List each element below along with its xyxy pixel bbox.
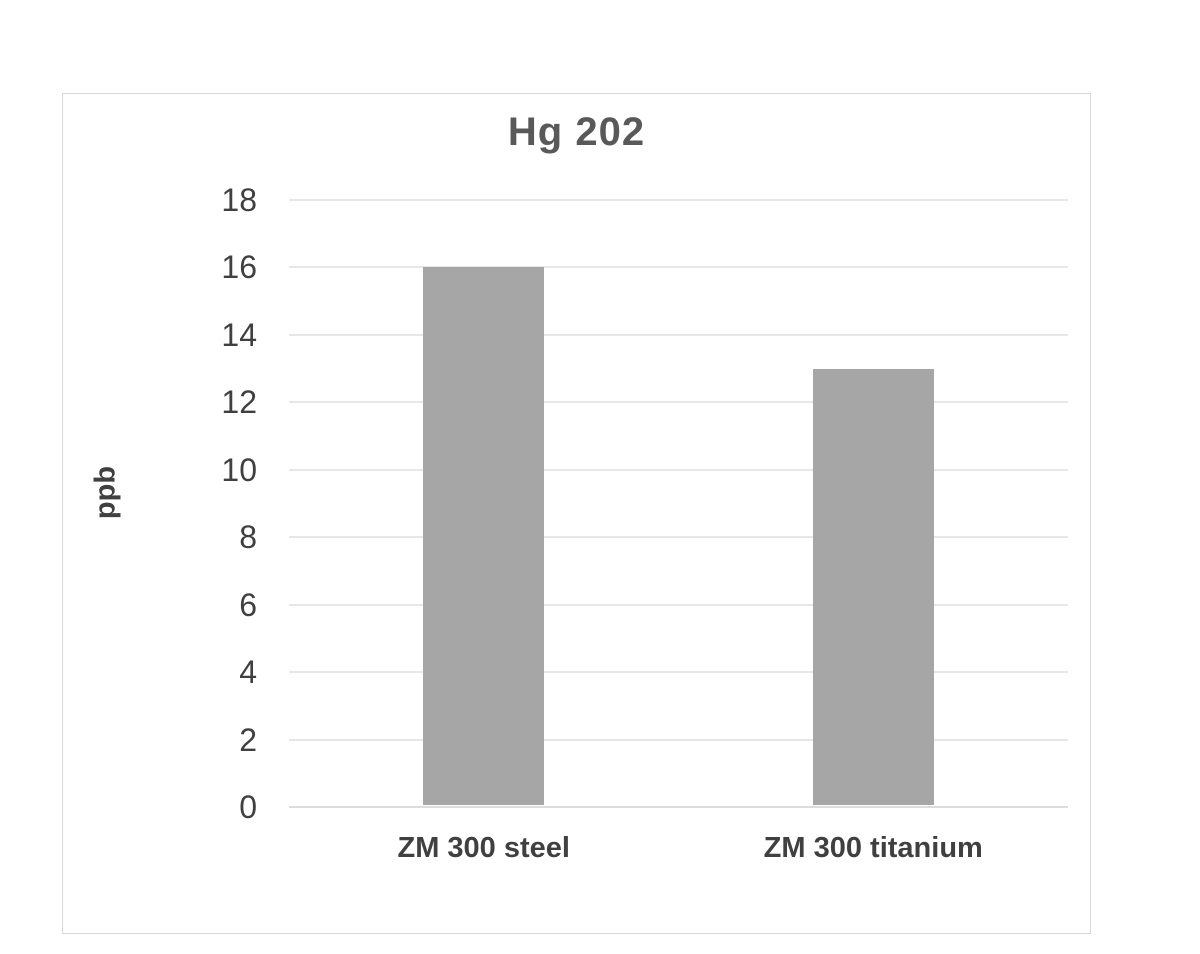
y-tick-label-14: 14 — [221, 316, 257, 353]
gridline-y-10 — [289, 468, 1068, 471]
y-tick-label-10: 10 — [221, 451, 257, 488]
gridline-y-4 — [289, 671, 1068, 674]
y-tick-label-0: 0 — [239, 789, 257, 825]
gridline-y-16 — [289, 266, 1068, 269]
x-axis-labels: ZM 300 steel ZM 300 titanium — [289, 832, 1068, 872]
x-label-zm-300-steel: ZM 300 steel — [397, 832, 570, 864]
gridline-y-12 — [289, 401, 1068, 404]
bar-zm-300-titanium — [812, 368, 934, 805]
bar-zm-300-steel — [423, 267, 545, 805]
gridline-y-18 — [289, 199, 1068, 201]
plot-area — [289, 199, 1068, 808]
y-tick-label-18: 18 — [221, 182, 257, 218]
y-axis-ticks: 0 2 4 6 8 10 12 14 16 18 — [63, 94, 257, 933]
y-tick-label-6: 6 — [239, 586, 257, 623]
gridline-y-6 — [289, 603, 1068, 606]
y-tick-label-4: 4 — [239, 654, 257, 691]
y-tick-label-16: 16 — [221, 249, 257, 286]
gridline-y-2 — [289, 738, 1068, 741]
chart-title: Hg 202 — [507, 110, 646, 154]
y-tick-label-2: 2 — [239, 721, 257, 758]
x-label-zm-300-titanium: ZM 300 titanium — [763, 832, 983, 864]
gridline-y-14 — [289, 333, 1068, 336]
x-axis-line — [289, 806, 1068, 808]
gridline-y-8 — [289, 536, 1068, 539]
y-tick-label-12: 12 — [221, 384, 257, 421]
y-tick-label-8: 8 — [239, 519, 257, 556]
chart-card: Hg 202 ppb 0 2 4 6 8 10 12 14 16 18 ZM 300 steel Z… — [62, 93, 1091, 934]
